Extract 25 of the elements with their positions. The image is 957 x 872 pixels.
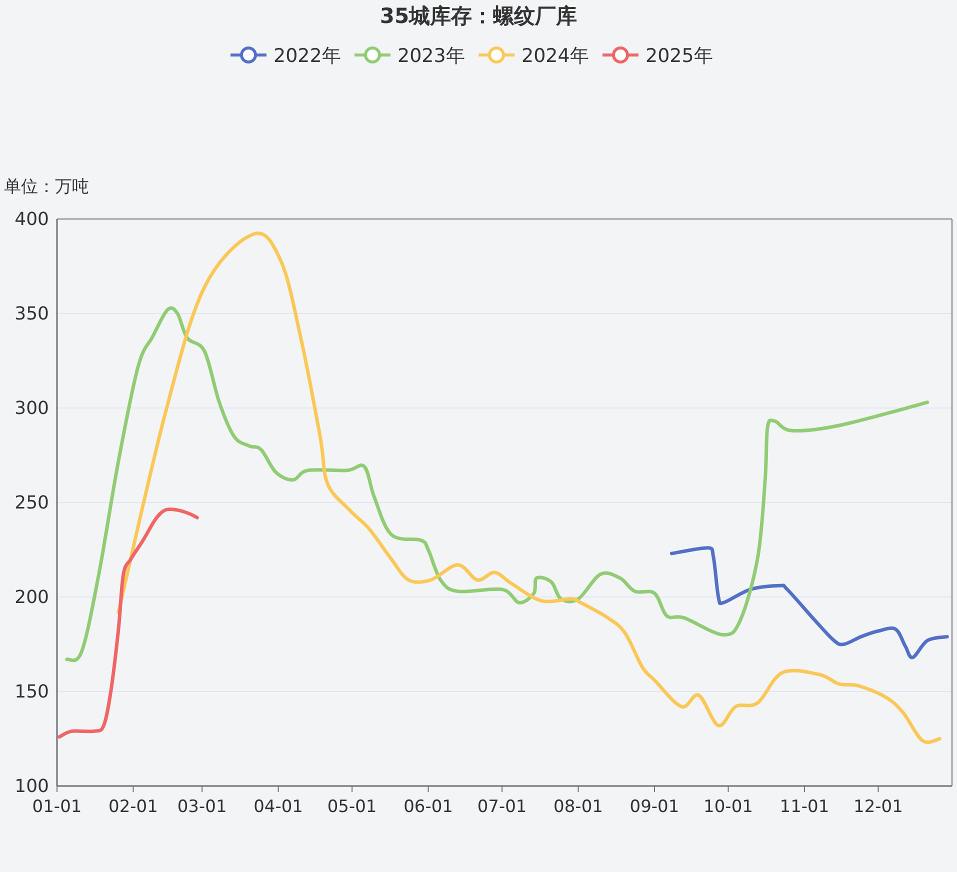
x-tick-label: 01-01: [32, 797, 82, 817]
chart-title: 35城库存：螺纹厂库: [380, 4, 578, 28]
y-tick-label: 400: [14, 209, 49, 230]
x-tick-label: 03-01: [177, 797, 227, 817]
x-tick-label: 09-01: [630, 797, 680, 817]
x-tick-label: 08-01: [554, 797, 603, 817]
legend-label: 2023年: [398, 45, 465, 67]
x-tick-label: 05-01: [327, 797, 377, 817]
legend-label: 2024年: [522, 45, 589, 67]
x-tick-label: 10-01: [704, 797, 753, 817]
x-tick-label: 12-01: [854, 797, 903, 817]
x-tick-label: 07-01: [477, 797, 527, 817]
x-tick-label: 04-01: [254, 797, 303, 817]
x-tick-label: 11-01: [780, 797, 830, 817]
y-tick-label: 100: [14, 776, 49, 797]
x-tick-label: 02-01: [108, 797, 158, 817]
y-axis-title: 单位：万吨: [4, 177, 89, 197]
y-tick-label: 350: [14, 304, 49, 324]
y-tick-label: 150: [14, 682, 49, 702]
legend-label: 2025年: [646, 45, 713, 67]
y-tick-label: 300: [14, 398, 49, 419]
y-tick-label: 250: [14, 492, 49, 514]
y-tick-label: 200: [14, 587, 49, 608]
legend-label: 2022年: [274, 45, 341, 67]
x-tick-label: 06-01: [404, 797, 453, 817]
